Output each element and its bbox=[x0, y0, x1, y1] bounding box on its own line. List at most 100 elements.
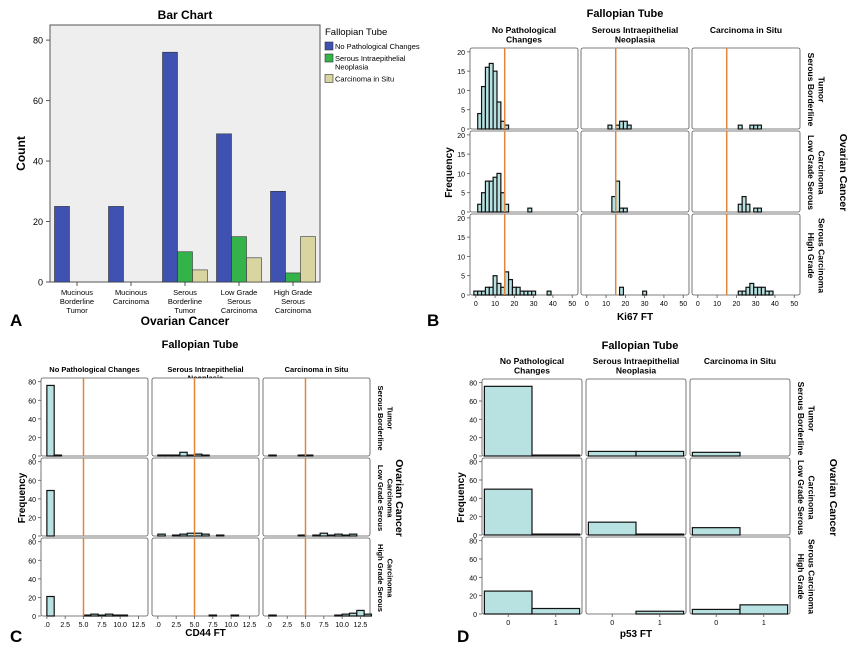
row-header: High Grade bbox=[806, 233, 816, 279]
panel-a-bar-chart: Bar Chart020406080CountMucinousBorderlin… bbox=[14, 8, 420, 328]
y-tick-label: 0 bbox=[38, 278, 43, 288]
column-header: Serous Intraepithelial bbox=[167, 365, 243, 374]
x-tick-label: 40 bbox=[771, 301, 779, 308]
y-tick-label: 80 bbox=[28, 380, 36, 387]
legend-title: Fallopian Tube bbox=[325, 27, 387, 38]
grid-title: Fallopian Tube bbox=[162, 339, 239, 351]
y-tick-label: 20 bbox=[28, 515, 36, 522]
x-tick-label: Borderline bbox=[60, 297, 94, 306]
y-tick-label: 60 bbox=[469, 557, 477, 564]
x-tick-label: 30 bbox=[752, 301, 760, 308]
histogram-bar bbox=[756, 124, 763, 130]
row-header: Serous Borderline bbox=[796, 382, 806, 456]
x-tick-label: 20 bbox=[732, 301, 740, 308]
x-tick-label: Carcinoma bbox=[275, 306, 312, 315]
y-tick-label: 5 bbox=[461, 191, 465, 198]
facet-frame bbox=[151, 377, 260, 457]
panel-letter-b: B bbox=[427, 311, 439, 330]
x-tick-label: 1 bbox=[762, 620, 766, 627]
histogram-bar bbox=[312, 534, 321, 537]
facet-frame bbox=[691, 47, 801, 130]
histogram-bar bbox=[356, 609, 365, 617]
x-tick-label: Serous bbox=[281, 297, 305, 306]
histogram-bar bbox=[46, 384, 55, 457]
row-header: Serous Borderline bbox=[806, 53, 816, 127]
y-tick-label: 40 bbox=[469, 496, 477, 503]
y-tick-label: 60 bbox=[28, 398, 36, 405]
x-tick-label: 50 bbox=[679, 301, 687, 308]
histogram-bar bbox=[193, 532, 203, 537]
x-tick-label: 0 bbox=[506, 620, 510, 627]
facet-frame bbox=[580, 213, 690, 296]
x-axis-title: CD44 FT bbox=[185, 628, 226, 639]
facet-frame bbox=[151, 537, 260, 617]
row-header: High Grade Serous bbox=[376, 544, 385, 612]
x-tick-label: Mucinous bbox=[115, 288, 147, 297]
histogram-bar bbox=[90, 613, 99, 617]
histogram-bar bbox=[157, 454, 166, 457]
column-header: No Pathological bbox=[492, 25, 556, 35]
x-tick-label: Serous bbox=[173, 288, 197, 297]
x-tick-label: 0 bbox=[696, 301, 700, 308]
facet-frame bbox=[689, 536, 791, 615]
y-tick-label: 0 bbox=[32, 534, 36, 541]
histogram-bar bbox=[622, 207, 628, 213]
y-tick-label: 40 bbox=[28, 577, 36, 584]
histogram-bar bbox=[201, 533, 210, 537]
x-tick-label: Mucinous bbox=[61, 288, 93, 297]
x-axis-title: p53 FT bbox=[620, 629, 652, 640]
histogram-bar bbox=[157, 533, 166, 537]
y-tick-label: 80 bbox=[33, 36, 43, 46]
x-tick-label: 7.5 bbox=[97, 622, 107, 629]
histogram-bar bbox=[363, 613, 373, 617]
x-tick-label: 5.0 bbox=[301, 622, 311, 629]
panel-c-cd44-histograms: Fallopian Tube No Pathological Changes Ser… bbox=[17, 339, 405, 639]
row-header: Serous Borderline bbox=[376, 385, 385, 450]
histogram-bar bbox=[201, 454, 210, 457]
histogram-bar bbox=[334, 533, 343, 537]
panel-letter-d: D bbox=[457, 627, 469, 646]
facet-frame bbox=[262, 457, 371, 537]
column-header: No Pathological Changes bbox=[49, 365, 139, 374]
bar bbox=[270, 190, 286, 283]
histogram-bar bbox=[215, 534, 225, 537]
histogram-bar bbox=[186, 532, 196, 537]
y-tick-label: 20 bbox=[457, 50, 465, 57]
histogram-bar bbox=[587, 450, 637, 457]
grid-title: Fallopian Tube bbox=[602, 340, 679, 352]
bar bbox=[108, 206, 124, 283]
histogram-bar bbox=[268, 614, 277, 617]
histogram-bar bbox=[492, 70, 498, 130]
column-header: No Pathological bbox=[500, 356, 564, 366]
column-header: Neoplasia bbox=[616, 366, 656, 376]
y-tick-label: 0 bbox=[461, 293, 465, 300]
histogram-bar bbox=[691, 527, 741, 536]
x-tick-label: Carcinoma bbox=[221, 306, 258, 315]
y-tick-label: 80 bbox=[469, 381, 477, 388]
x-tick-label: 0 bbox=[610, 620, 614, 627]
column-header: Serous Intraepithelial bbox=[592, 25, 678, 35]
y-tick-label: 20 bbox=[28, 595, 36, 602]
x-tick-label: 30 bbox=[530, 301, 538, 308]
facet-frame bbox=[40, 377, 149, 457]
row-header: High Grade bbox=[796, 554, 806, 600]
histogram-bar bbox=[46, 595, 55, 617]
y-tick-label: 0 bbox=[461, 210, 465, 217]
x-tick-label: 0 bbox=[474, 301, 478, 308]
row-header: Carcinoma bbox=[807, 476, 817, 520]
row-group-title: Ovarian Cancer bbox=[393, 459, 405, 537]
histogram-bar bbox=[193, 453, 203, 457]
histogram-bar bbox=[319, 532, 329, 537]
row-header: Carcinoma bbox=[817, 151, 827, 195]
legend-label: Neoplasia bbox=[335, 63, 369, 72]
y-axis-title: Frequency bbox=[444, 147, 455, 198]
legend-label: Serous Intraepithelial bbox=[335, 54, 406, 63]
y-tick-label: 5 bbox=[461, 108, 465, 115]
y-tick-label: 0 bbox=[473, 612, 477, 619]
histogram-bar bbox=[208, 614, 218, 617]
x-tick-label: Serous bbox=[227, 297, 251, 306]
x-tick-label: 7.5 bbox=[319, 622, 329, 629]
x-tick-label: Borderline bbox=[168, 297, 202, 306]
